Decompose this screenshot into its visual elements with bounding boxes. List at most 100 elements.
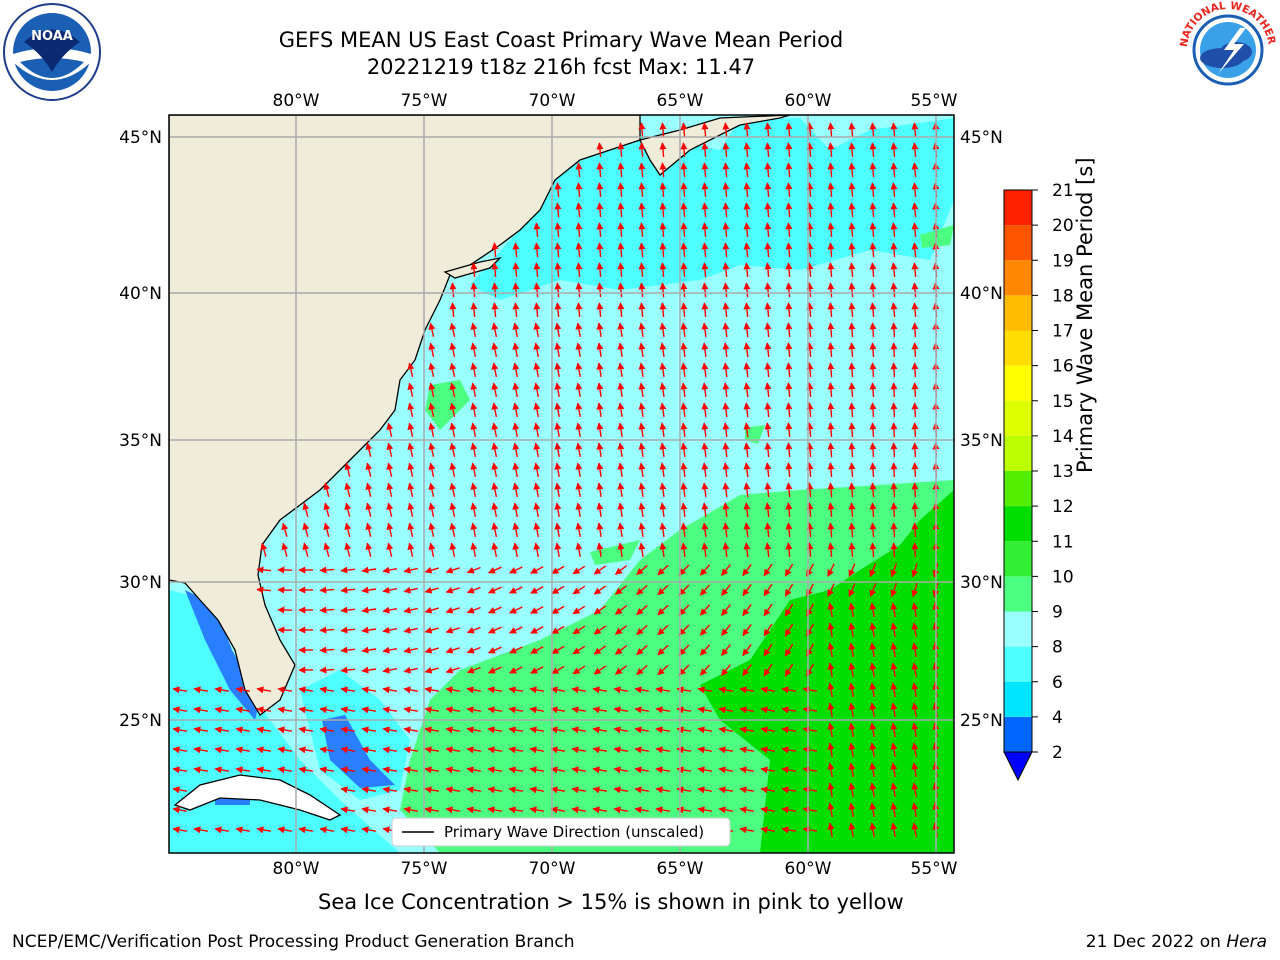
wave-direction-arrow [739, 726, 755, 734]
lat-tick-left: 45°N [119, 128, 162, 148]
wave-direction-arrow [699, 624, 711, 636]
wave-direction-arrow [848, 682, 856, 698]
wave-direction-arrow [802, 706, 818, 714]
wave-direction-arrow [848, 482, 856, 498]
wave-direction-arrow [764, 522, 772, 538]
wave-direction-arrow [785, 442, 793, 458]
wave-direction-arrow [890, 682, 898, 698]
wave-direction-arrow [487, 586, 502, 594]
wave-direction-arrow [617, 322, 625, 338]
wave-direction-arrow [743, 482, 751, 498]
wave-direction-arrow [281, 542, 289, 557]
wave-direction-arrow [848, 222, 856, 238]
wave-direction-arrow [617, 482, 625, 498]
wave-direction-arrow [634, 706, 650, 714]
wave-direction-arrow [593, 645, 607, 655]
wave-direction-arrow [638, 442, 646, 458]
wave-direction-arrow [407, 462, 415, 477]
wave-direction-arrow [743, 302, 751, 318]
wave-direction-arrow [680, 502, 688, 517]
wave-direction-arrow [785, 242, 793, 258]
wave-direction-arrow [869, 522, 877, 538]
wave-direction-arrow [445, 706, 461, 714]
wave-direction-arrow [743, 282, 751, 298]
wave-direction-arrow [869, 122, 877, 138]
wave-direction-arrow [571, 686, 587, 694]
wave-direction-arrow [596, 522, 604, 538]
wave-direction-arrow [890, 302, 898, 318]
wave-direction-arrow [848, 742, 856, 758]
colorbar-tick-label: 11 [1052, 532, 1074, 552]
wave-direction-arrow [449, 522, 457, 537]
wave-direction-arrow [827, 542, 835, 558]
wave-direction-arrow [848, 522, 856, 538]
wave-direction-arrow [470, 342, 478, 358]
wave-direction-arrow [764, 122, 772, 138]
wave-direction-arrow [491, 502, 499, 518]
wave-direction-arrow [890, 142, 898, 158]
wave-direction-arrow [638, 122, 646, 138]
wave-direction-arrow [382, 786, 398, 794]
colorbar-tick-label: 18 [1052, 286, 1074, 306]
wave-direction-arrow [680, 222, 688, 238]
wave-direction-arrow [575, 382, 583, 398]
legend-label: Primary Wave Direction (unscaled) [444, 823, 704, 841]
wave-direction-arrow [827, 502, 835, 518]
wave-direction-arrow [424, 566, 439, 574]
wave-direction-arrow [785, 202, 793, 218]
wave-direction-arrow [509, 586, 523, 594]
footer-date: 21 Dec 2022 on Hera [1086, 932, 1267, 952]
wave-direction-arrow [722, 442, 730, 458]
wave-direction-arrow [382, 806, 398, 814]
wave-direction-arrow [424, 586, 439, 594]
wave-direction-arrow [911, 583, 919, 598]
wave-direction-arrow [718, 786, 734, 794]
wave-direction-arrow [256, 826, 272, 834]
wave-direction-arrow [512, 322, 520, 338]
colorbar-tick-label: 15 [1052, 392, 1074, 412]
wave-direction-arrow [491, 282, 499, 298]
wave-direction-arrow [806, 342, 814, 358]
wave-direction-arrow [785, 522, 793, 538]
wave-direction-arrow [256, 686, 272, 694]
wave-direction-arrow [445, 786, 461, 794]
wave-direction-arrow [659, 442, 667, 458]
wave-direction-arrow [614, 585, 627, 595]
wave-direction-arrow [466, 746, 482, 754]
wave-direction-arrow [890, 762, 898, 778]
wave-direction-arrow [302, 542, 310, 557]
wave-direction-arrow [445, 726, 461, 734]
wave-direction-arrow [575, 362, 583, 378]
wave-direction-arrow [319, 626, 335, 634]
wave-direction-arrow [806, 162, 814, 178]
wave-direction-arrow [890, 342, 898, 358]
wave-direction-arrow [743, 522, 751, 538]
wave-direction-arrow [760, 826, 776, 834]
wave-direction-arrow [260, 542, 268, 557]
wave-direction-arrow [571, 706, 587, 714]
wave-direction-arrow [890, 202, 898, 218]
wave-direction-arrow [869, 442, 877, 458]
colorbar-extend-arrow [1003, 751, 1033, 782]
colorbar-tick-label: 20 [1052, 216, 1074, 236]
wave-direction-arrow [802, 766, 818, 774]
wave-direction-arrow [722, 222, 730, 238]
wave-direction-arrow [428, 402, 436, 417]
wave-direction-arrow [508, 746, 524, 754]
wave-direction-arrow [533, 382, 541, 398]
wave-direction-arrow [424, 646, 439, 654]
wave-direction-arrow [680, 282, 688, 298]
wave-direction-arrow [361, 746, 377, 754]
wave-direction-arrow [470, 282, 478, 298]
wave-direction-arrow [827, 522, 835, 538]
wave-direction-arrow [361, 686, 377, 694]
wave-direction-arrow [193, 706, 209, 714]
patch-9-10s-a [425, 380, 470, 430]
wave-direction-arrow [848, 702, 856, 718]
wave-direction-arrow [848, 583, 856, 598]
wave-direction-arrow [554, 342, 562, 358]
lat-tick-left: 30°N [119, 573, 162, 593]
colorbar-segment [1004, 611, 1032, 647]
wave-direction-arrow [256, 746, 272, 754]
wave-direction-arrow [699, 644, 711, 656]
